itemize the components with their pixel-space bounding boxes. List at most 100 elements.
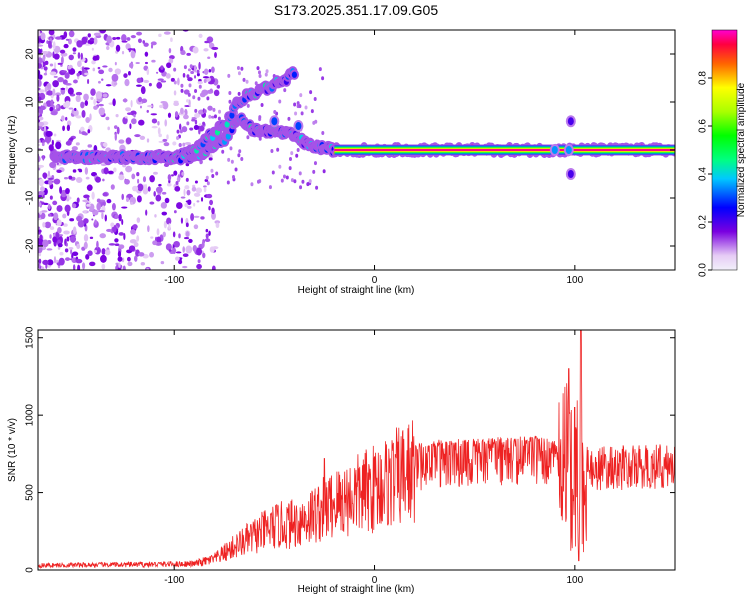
noise-speckle (183, 89, 190, 95)
noise-speckle (176, 177, 180, 182)
colorbar-tick-label: 0.4 (698, 167, 709, 181)
noise-speckle (245, 79, 249, 84)
noise-speckle (172, 247, 176, 255)
noise-speckle (213, 89, 220, 97)
noise-speckle (95, 176, 101, 183)
noise-speckle (38, 48, 42, 55)
noise-speckle (228, 91, 232, 96)
noise-speckle (156, 228, 160, 236)
noise-speckle (206, 193, 213, 199)
noise-speckle (204, 238, 211, 243)
y-tick-label: 1000 (25, 404, 36, 427)
noise-speckle (264, 72, 268, 77)
noise-speckle (196, 263, 202, 270)
noise-speckle (136, 235, 140, 242)
noise-speckle (203, 109, 207, 114)
noise-speckle (161, 211, 168, 216)
noise-speckle (118, 174, 125, 181)
noise-speckle (52, 236, 58, 243)
noise-speckle (56, 94, 60, 102)
noise-speckle (168, 249, 172, 252)
noise-speckle (293, 102, 297, 107)
noise-speckle (160, 261, 165, 265)
noise-speckle (121, 219, 124, 225)
noise-speckle (66, 236, 70, 242)
noise-speckle (271, 170, 275, 175)
noise-speckle (65, 187, 70, 195)
noise-speckle (107, 170, 114, 175)
noise-speckle (290, 178, 294, 183)
noise-speckle (99, 233, 107, 239)
y-tick-label: -20 (25, 238, 36, 253)
noise-speckle (63, 31, 68, 39)
noise-speckle (228, 99, 232, 104)
noise-speckle (190, 70, 195, 75)
noise-speckle (62, 125, 65, 132)
noise-speckle (137, 178, 140, 184)
snr-y-ticks: 0 500 1000 1500 (25, 326, 675, 573)
noise-speckle (254, 81, 258, 86)
noise-speckle (150, 113, 158, 116)
noise-speckle (115, 44, 121, 52)
noise-speckle (187, 77, 193, 82)
noise-speckle (182, 73, 186, 78)
noise-speckle (211, 66, 215, 73)
noise-speckle (43, 66, 48, 71)
noise-speckle (47, 259, 54, 266)
noise-speckle (91, 47, 94, 51)
snr-y-label: SNR (10 * v/v) (7, 418, 18, 482)
noise-speckle (168, 48, 172, 54)
noise-speckle (65, 100, 71, 107)
noise-speckle (208, 69, 212, 73)
noise-speckle (215, 222, 220, 229)
noise-speckle (155, 194, 162, 202)
noise-speckle (108, 67, 113, 73)
noise-speckle (104, 249, 111, 256)
noise-speckle (161, 191, 167, 195)
noise-speckle (126, 37, 131, 41)
noise-speckle (126, 112, 133, 115)
noise-speckle (209, 199, 214, 206)
noise-speckle (293, 179, 297, 184)
noise-speckle (110, 184, 115, 190)
noise-speckle (57, 62, 63, 65)
noise-speckle (163, 220, 167, 229)
noise-speckle (56, 205, 63, 212)
noise-speckle (137, 38, 142, 44)
noise-speckle (42, 155, 45, 161)
noise-speckle (144, 61, 149, 65)
noise-speckle (65, 38, 70, 41)
noise-speckle (53, 256, 57, 264)
noise-speckle (122, 116, 128, 125)
noise-speckle (194, 75, 197, 79)
noise-speckle (38, 139, 41, 143)
noise-speckle (214, 220, 221, 224)
noise-speckle (118, 244, 125, 250)
noise-speckle (180, 83, 184, 88)
noise-speckle (46, 90, 53, 96)
noise-speckle (258, 115, 262, 120)
noise-speckle (295, 153, 299, 158)
noise-speckle (134, 255, 138, 262)
snr-x-ticks: -100 0 100 (164, 330, 584, 586)
noise-speckle (131, 173, 136, 180)
noise-speckle (49, 71, 57, 76)
noise-speckle (208, 81, 215, 85)
noise-speckle (138, 96, 143, 103)
noise-speckle (176, 129, 180, 134)
noise-speckle (58, 234, 63, 237)
noise-speckle (71, 203, 77, 209)
noise-speckle (178, 143, 182, 148)
noise-speckle (260, 102, 264, 107)
noise-speckle (160, 202, 168, 209)
ridge-mark (224, 121, 230, 128)
noise-speckle (38, 79, 42, 88)
noise-speckle (98, 107, 105, 116)
noise-speckle (55, 141, 62, 150)
noise-speckle (213, 114, 217, 119)
noise-speckle (121, 50, 125, 55)
noise-speckle (299, 93, 303, 98)
colorbar-label: Normalized spectral amplitude (736, 82, 747, 217)
noise-speckle (149, 251, 155, 258)
feature-blob (567, 117, 574, 126)
